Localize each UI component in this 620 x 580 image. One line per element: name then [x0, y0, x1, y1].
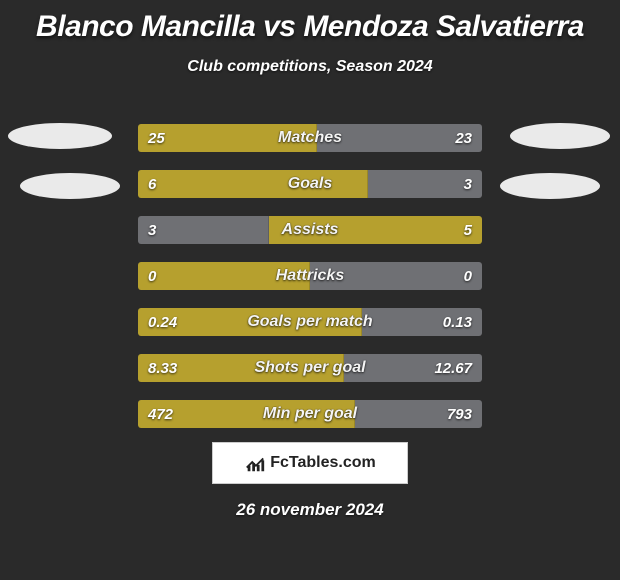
stat-row: 472793Min per goal	[138, 400, 482, 428]
stat-bar-right	[344, 354, 482, 382]
stat-bar-right	[355, 400, 482, 428]
source-label: FcTables.com	[270, 454, 376, 472]
stat-bar-right	[362, 308, 482, 336]
stat-bar-right	[269, 216, 482, 244]
chart-icon	[244, 452, 266, 474]
stat-bar-right	[368, 170, 482, 198]
stat-bar-left	[138, 216, 269, 244]
page-subtitle: Club competitions, Season 2024	[0, 58, 620, 76]
stat-row: 8.3312.67Shots per goal	[138, 354, 482, 382]
stat-row: 0.240.13Goals per match	[138, 308, 482, 336]
stat-row: 2523Matches	[138, 124, 482, 152]
stat-bar-left	[138, 124, 317, 152]
stat-row: 63Goals	[138, 170, 482, 198]
stat-bar-right	[317, 124, 482, 152]
stat-bar-left	[138, 354, 344, 382]
stat-bar-left	[138, 308, 362, 336]
player-crest-right-2	[500, 173, 600, 199]
stat-bar-right	[310, 262, 482, 290]
page-title: Blanco Mancilla vs Mendoza Salvatierra	[0, 0, 620, 44]
stat-row: 00Hattricks	[138, 262, 482, 290]
player-crest-left-2	[20, 173, 120, 199]
date-label: 26 november 2024	[0, 500, 620, 520]
stat-row: 35Assists	[138, 216, 482, 244]
player-crest-right-1	[510, 123, 610, 149]
stat-bar-left	[138, 262, 310, 290]
stat-bar-left	[138, 400, 355, 428]
player-crest-left-1	[8, 123, 112, 149]
source-badge: FcTables.com	[212, 442, 408, 484]
comparison-bars: 2523Matches 63Goals 35Assists 00Hattricks 0.…	[138, 124, 482, 446]
stat-bar-left	[138, 170, 368, 198]
